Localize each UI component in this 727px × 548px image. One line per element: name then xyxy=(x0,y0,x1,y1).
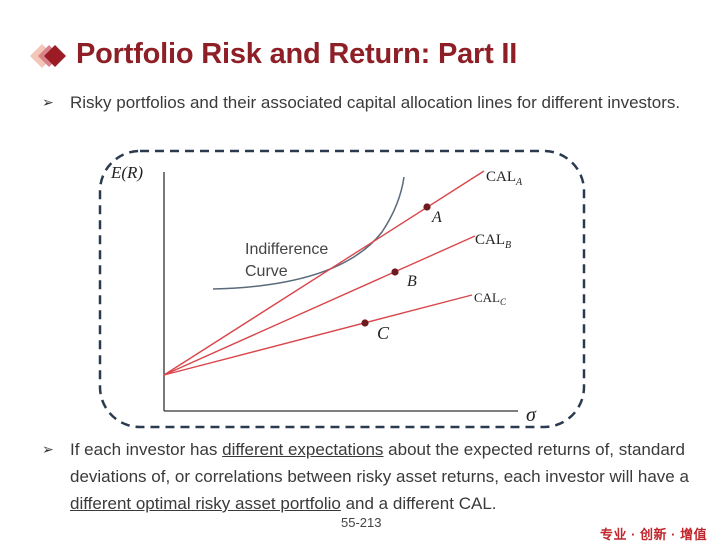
underlined-optimal-portfolio: different optimal risky asset portfolio xyxy=(70,494,341,513)
point-b-label: B xyxy=(407,273,417,290)
curve-label-line2: Curve xyxy=(245,263,288,280)
page-title: Portfolio Risk and Return: Part II xyxy=(76,38,518,70)
point-b-marker xyxy=(391,268,399,276)
page-number: 55-213 xyxy=(341,515,382,530)
point-a-label: A xyxy=(431,209,442,226)
point-a-marker xyxy=(423,203,431,211)
bullet-intro: ➢ Risky portfolios and their associated … xyxy=(42,89,692,116)
cal-b-label: CALB xyxy=(475,232,511,251)
y-axis-label: E(R) xyxy=(110,163,143,182)
point-c-label: C xyxy=(377,323,390,343)
cal-a-label: CALA xyxy=(486,169,523,188)
arrow-bullet-icon: ➢ xyxy=(42,94,54,110)
cal-a-line xyxy=(163,170,485,376)
cal-c-label: CALC xyxy=(474,290,507,307)
cal-b-line xyxy=(163,235,476,376)
bullet-conclusion: ➢ If each investor has different expecta… xyxy=(42,436,712,517)
dashed-frame xyxy=(98,149,586,429)
curve-label-line1: Indifference xyxy=(245,241,328,258)
footer-brand-logo: 专业 · 创新 · 增值 xyxy=(600,527,708,542)
arrow-bullet-icon: ➢ xyxy=(42,441,54,457)
diamond-logo-icon xyxy=(30,44,66,68)
indifference-curve xyxy=(212,176,405,290)
point-c-marker xyxy=(361,319,369,327)
bullet-conclusion-text: If each investor has different expectati… xyxy=(70,440,689,513)
underlined-different-expectations: different expectations xyxy=(222,440,384,459)
x-axis-label: σ xyxy=(526,404,537,426)
bullet-intro-text: Risky portfolios and their associated ca… xyxy=(70,93,681,112)
cal-c-line xyxy=(163,294,473,376)
